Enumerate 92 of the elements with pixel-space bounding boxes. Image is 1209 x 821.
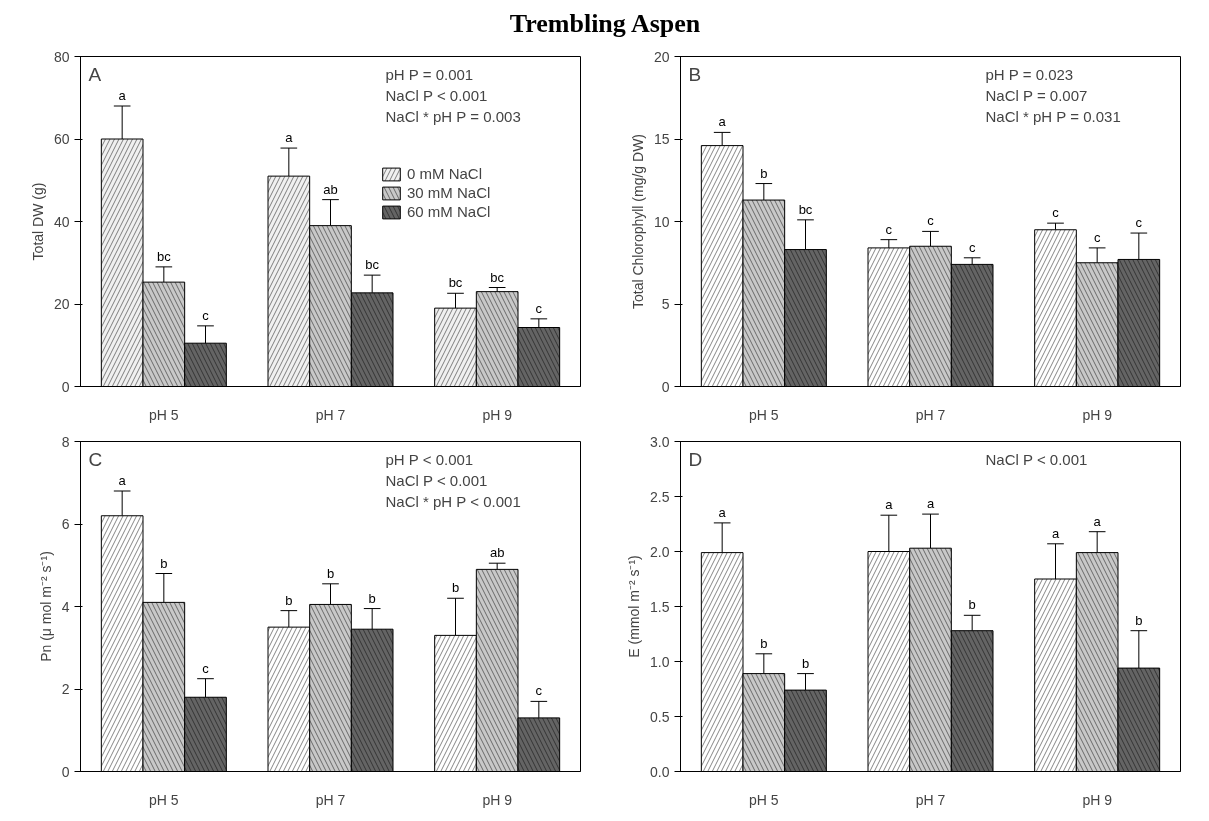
y-tick-label: 2.0: [650, 543, 670, 560]
data-label: c: [202, 307, 210, 323]
y-tick-label: 20: [653, 48, 670, 65]
data-label: ab: [489, 545, 505, 561]
data-label: bc: [365, 257, 380, 273]
data-label: a: [718, 114, 727, 130]
annotation: NaCl * pH P < 0.001: [385, 492, 521, 510]
annotation: pH P = 0.023: [985, 65, 1074, 83]
y-tick-label: 3.0: [650, 433, 670, 450]
data-label: bc: [490, 269, 505, 285]
data-label: b: [968, 597, 976, 613]
data-label: a: [885, 497, 894, 513]
data-label: c: [885, 221, 893, 237]
data-label: b: [760, 635, 768, 651]
y-tick-label: 10: [653, 213, 670, 230]
chart-title: D: [688, 448, 703, 470]
data-label: a: [118, 473, 127, 488]
annotation: pH P = 0.001: [385, 65, 474, 83]
x-tick-label: pH 5: [149, 406, 179, 423]
x-tick-label: pH 7: [915, 406, 946, 423]
annotation: NaCl P < 0.001: [385, 471, 488, 489]
y-axis-title: Total Chlorophyll (mg/g DW): [629, 133, 646, 310]
data-label: a: [118, 88, 127, 103]
legend-label: 60 mM NaCl: [407, 203, 491, 220]
data-label: b: [160, 555, 168, 571]
data-label: a: [1093, 513, 1102, 529]
legend-label: 30 mM NaCl: [407, 184, 491, 201]
data-label: ab: [323, 181, 338, 197]
annotation: NaCl * pH P = 0.031: [985, 107, 1121, 125]
data-label: c: [1093, 229, 1101, 245]
data-label: b: [326, 565, 335, 581]
y-tick-label: 6: [61, 516, 70, 532]
y-tick-label: 1.5: [650, 598, 670, 615]
data-label: c: [1135, 215, 1143, 231]
data-label: b: [285, 592, 293, 608]
data-label: c: [968, 239, 976, 255]
data-label: a: [926, 496, 935, 512]
data-label: bc: [156, 248, 172, 264]
y-tick-label: 1.0: [650, 653, 670, 670]
data-label: c: [927, 213, 935, 229]
y-tick-label: 0: [61, 378, 70, 395]
y-tick-label: 8: [61, 433, 70, 450]
data-label: c: [535, 300, 543, 316]
y-tick-label: 60: [53, 131, 70, 147]
legend-label: 0 mM NaCl: [407, 165, 483, 182]
chart-title: C: [88, 448, 103, 470]
annotation: NaCl P < 0.001: [385, 86, 488, 104]
x-tick-label: pH 7: [315, 791, 346, 808]
annotation: NaCl P < 0.001: [985, 450, 1088, 468]
x-tick-label: pH 7: [915, 791, 946, 808]
y-axis-title: Total DW (g): [29, 182, 46, 261]
y-tick-label: 2.5: [650, 488, 670, 505]
annotation: NaCl * pH P = 0.003: [385, 107, 521, 125]
x-tick-label: pH 9: [1082, 791, 1113, 808]
y-tick-label: 5: [661, 296, 670, 312]
y-tick-label: 4: [61, 598, 70, 615]
data-label: a: [718, 504, 727, 520]
y-tick-label: 15: [653, 131, 670, 147]
data-label: bc: [798, 201, 813, 217]
x-tick-label: pH 9: [1082, 406, 1113, 423]
data-label: bc: [448, 275, 463, 291]
chart-title: A: [88, 63, 102, 85]
annotation: pH P < 0.001: [385, 450, 474, 468]
data-label: c: [1052, 205, 1060, 221]
y-tick-label: 0.0: [650, 763, 670, 780]
x-tick-label: pH 5: [749, 406, 779, 423]
x-tick-label: pH 9: [482, 406, 513, 423]
data-label: b: [368, 590, 376, 606]
x-tick-label: pH 5: [149, 791, 179, 808]
y-tick-label: 80: [53, 48, 70, 65]
x-tick-label: pH 9: [482, 791, 513, 808]
data-label: b: [801, 655, 810, 671]
y-tick-label: 20: [53, 296, 70, 312]
data-label: b: [760, 165, 768, 181]
y-tick-label: 0.5: [650, 708, 670, 725]
data-label: b: [1135, 612, 1143, 628]
data-label: c: [202, 660, 210, 676]
chart-title: B: [688, 63, 702, 85]
data-label: a: [1051, 525, 1060, 541]
y-axis-title: Pn (μ mol m⁻² s⁻¹): [37, 551, 54, 662]
x-tick-label: pH 7: [315, 406, 346, 423]
annotation: NaCl P = 0.007: [985, 86, 1088, 104]
data-label: c: [535, 683, 543, 699]
y-tick-label: 0: [61, 763, 70, 780]
x-tick-label: pH 5: [749, 791, 779, 808]
text: Trembling Aspen: [509, 8, 701, 40]
y-tick-label: 0: [661, 378, 670, 395]
data-label: b: [451, 580, 460, 596]
data-label: a: [285, 130, 294, 146]
y-tick-label: 2: [61, 681, 70, 697]
y-tick-label: 40: [53, 213, 70, 230]
y-axis-title: E (mmol m⁻² s⁻¹): [626, 555, 643, 658]
